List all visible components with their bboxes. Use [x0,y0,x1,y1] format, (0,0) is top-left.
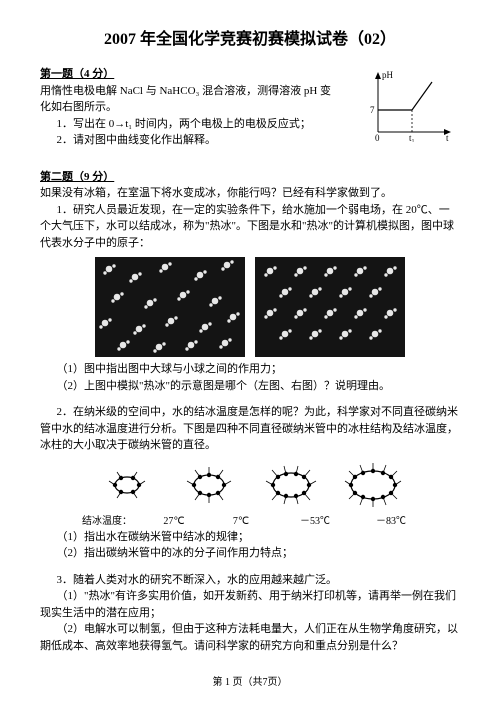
q2-p2: 2．在纳米级的空间中，水的结冰温度是怎样的呢？为此，科学家对不同直径碳纳米管中水… [40,404,460,454]
graph-xtick: t₁ [409,133,415,142]
graph-ytick: 7 [370,105,375,115]
graph-ylabel: pH [382,70,394,80]
q1-item-2: 2．请对图中曲线变化作出解释。 [40,132,340,149]
q2-s4: （2）指出碳纳米管中的冰的分子间作用力特点； [40,545,460,562]
page-title: 2007 年全国化学竞赛初赛模拟试卷（02） [40,28,460,52]
page-footer: 第 1 页（共7页） [0,675,500,690]
molecule-fig-right [255,257,405,357]
q1-intro: 用惰性电极电解 NaCl 与 NaHCO₃ 混合溶液，测得溶液 pH 变化如右图… [40,83,340,116]
q2-heading: 第二题（9 分） [40,169,460,186]
temp-1: 27℃ [154,514,194,529]
nanotube-4 [343,458,403,512]
ph-graph: pH 7 0 t₁ t [368,70,454,142]
q2-s3: （1）指出水在碳纳米管中结冰的规律； [40,529,460,546]
graph-xlabel: t [446,133,449,142]
temp-4: －83℃ [364,514,418,529]
q2-p3: 3．随着人类对水的研究不断深入，水的应用越来越广泛。 [40,572,460,589]
q2-s2: （2）上图中模拟"热冰"的示意图是哪个（左图、右图）？说明理由。 [40,378,460,395]
temp-3: －53℃ [288,514,342,529]
nanotube-figures [40,458,460,512]
graph-origin: 0 [375,133,380,142]
freeze-temp-label: 结冰温度： [82,514,132,529]
q2-intro: 如果没有冰箱，在室温下将水变成冰，你能行吗？已经有科学家做到了。 [40,185,460,202]
q2-s6: （2）电解水可以制氢，但由于这种方法耗电量大，人们正在从生物学角度研究，以期低成… [40,621,460,654]
nanotube-1 [97,458,157,512]
temp-2: 7℃ [216,514,266,529]
molecule-figures [40,257,460,357]
nanotube-3 [261,458,321,512]
q1-item-1: 1．写出在 0→t₁ 时间内，两个电极上的电极反应式； [40,116,340,133]
q2-s5: （1）"热冰"有许多实用价值，如开发新药、用于纳米打印机等，请再举一例在我们现实… [40,588,460,621]
nanotube-2 [179,458,239,512]
molecule-fig-left [95,257,245,357]
q2-p1: 1．研究人员最近发现，在一定的实验条件下，给水施加一个弱电场，在 20℃、一个大… [40,202,460,252]
q2-s1: （1）图中指出图中大球与小球之间的作用力； [40,361,460,378]
